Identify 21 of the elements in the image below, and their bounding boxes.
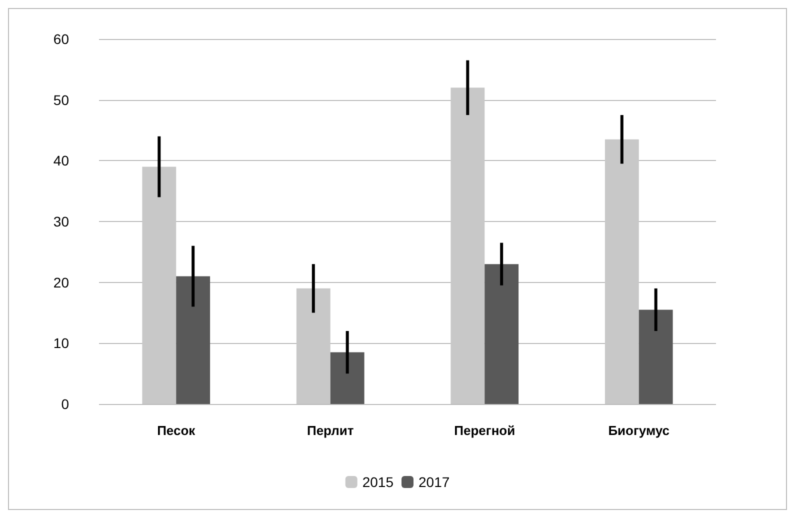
- y-tick-label: 40: [53, 152, 70, 169]
- x-tick-label: Перлит: [306, 423, 354, 438]
- bar: [604, 139, 639, 404]
- bar: [330, 352, 364, 404]
- y-tick-label: 30: [53, 214, 70, 230]
- bar: [484, 264, 519, 404]
- x-tick-label: Перегной: [454, 423, 516, 438]
- legend-label: 2017: [418, 474, 450, 490]
- y-tick-label: 20: [53, 274, 70, 290]
- y-tick-label: 60: [53, 31, 70, 47]
- y-tick-label: 0: [61, 396, 70, 412]
- x-tick-label: Биогумус: [608, 423, 670, 438]
- y-tick-label: 10: [53, 335, 70, 352]
- y-tick-label: 50: [53, 92, 70, 108]
- bar: [176, 276, 210, 404]
- bar: [142, 166, 176, 404]
- bar: [638, 310, 673, 404]
- legend-label: 2015: [362, 474, 394, 490]
- bar: [296, 288, 330, 404]
- x-tick-label: Песок: [157, 423, 196, 438]
- bar: [450, 88, 485, 404]
